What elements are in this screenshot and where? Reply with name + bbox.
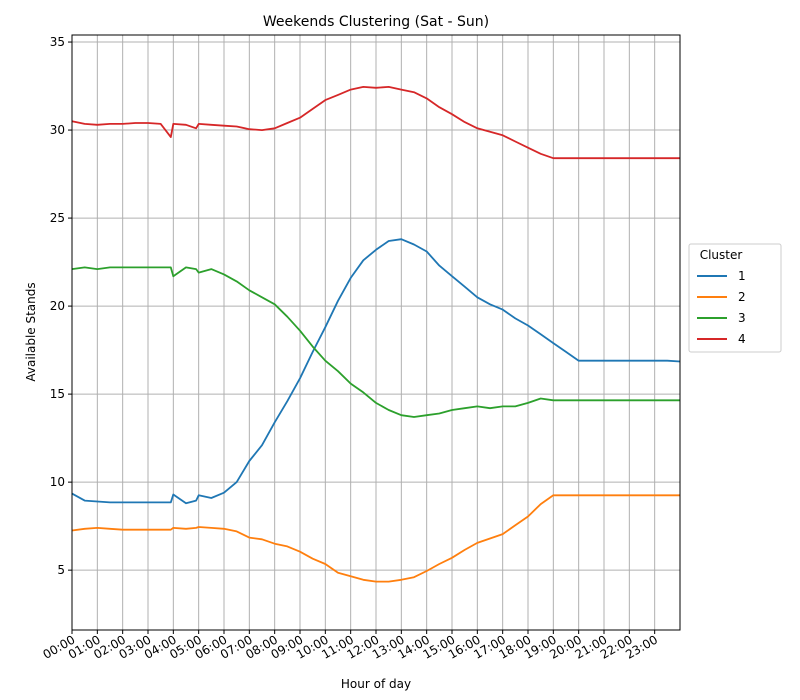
chart-title: Weekends Clustering (Sat - Sun) <box>263 14 489 30</box>
series-2-line <box>71 494 680 583</box>
y-axis-title: Available Stands <box>24 282 38 381</box>
grid <box>71 35 680 630</box>
y-tick-label: 25 <box>50 211 65 225</box>
y-axis: 5 10 15 20 25 30 35 <box>50 35 72 577</box>
series-lines <box>71 86 681 583</box>
y-tick-label: 10 <box>50 475 65 489</box>
y-tick-label: 20 <box>50 299 65 313</box>
legend-label: 1 <box>738 269 746 283</box>
legend-label: 4 <box>738 332 746 346</box>
legend-box <box>688 243 782 353</box>
legend: Cluster 1 2 3 4 <box>688 243 782 353</box>
series-1-line <box>71 238 681 505</box>
x-axis-title: Hour of day <box>341 677 411 691</box>
legend-label: 2 <box>738 290 746 304</box>
series-4-line <box>71 86 680 160</box>
y-tick-label: 30 <box>50 123 65 137</box>
x-axis: 00:0001:0002:0003:0004:0005:0006:0007:00… <box>41 630 660 662</box>
y-tick-label: 35 <box>50 35 65 49</box>
y-tick-label: 15 <box>50 387 65 401</box>
legend-label: 3 <box>738 311 746 325</box>
series-3-line <box>71 266 680 418</box>
legend-title: Cluster <box>700 248 743 262</box>
y-tick-label: 5 <box>57 563 65 577</box>
